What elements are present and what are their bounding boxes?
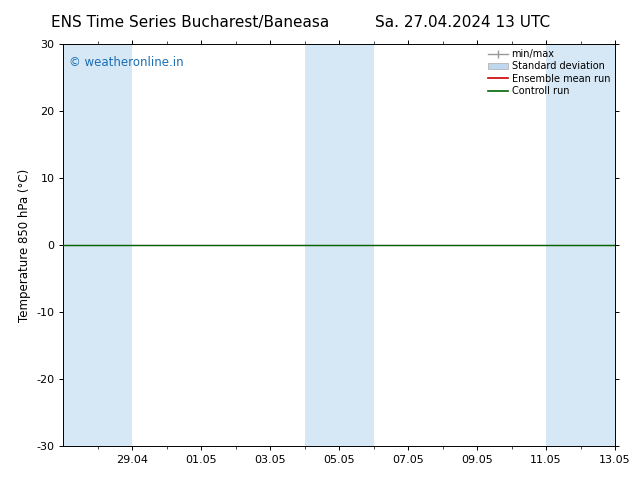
Text: Sa. 27.04.2024 13 UTC: Sa. 27.04.2024 13 UTC [375,15,550,30]
Bar [305,44,373,446]
Legend: min/max, Standard deviation, Ensemble mean run, Controll run: min/max, Standard deviation, Ensemble me… [486,47,612,98]
Y-axis label: Temperature 850 hPa (°C): Temperature 850 hPa (°C) [18,169,30,321]
Bar [63,44,133,446]
Text: ENS Time Series Bucharest/Baneasa: ENS Time Series Bucharest/Baneasa [51,15,329,30]
Bar [546,44,615,446]
Text: © weatheronline.in: © weatheronline.in [69,56,183,69]
